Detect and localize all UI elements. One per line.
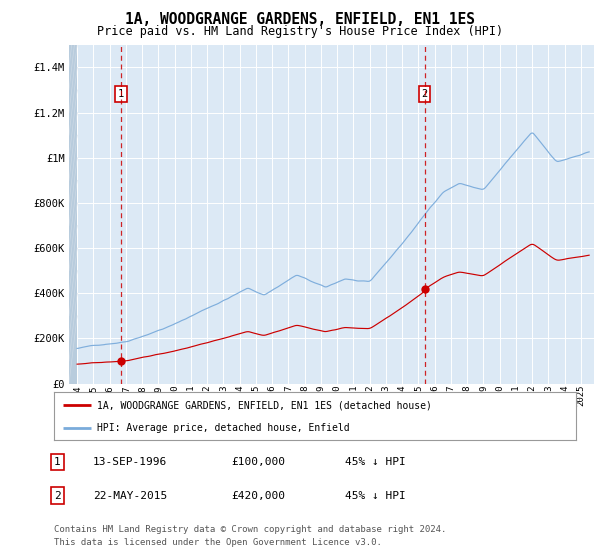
Text: 1: 1 xyxy=(54,457,61,467)
Text: 45% ↓ HPI: 45% ↓ HPI xyxy=(345,457,406,467)
Text: £100,000: £100,000 xyxy=(231,457,285,467)
Text: 13-SEP-1996: 13-SEP-1996 xyxy=(93,457,167,467)
Text: £420,000: £420,000 xyxy=(231,491,285,501)
Text: 1A, WOODGRANGE GARDENS, ENFIELD, EN1 1ES (detached house): 1A, WOODGRANGE GARDENS, ENFIELD, EN1 1ES… xyxy=(97,400,431,410)
Text: 2: 2 xyxy=(54,491,61,501)
Bar xyxy=(69,45,77,384)
Text: 22-MAY-2015: 22-MAY-2015 xyxy=(93,491,167,501)
Text: HPI: Average price, detached house, Enfield: HPI: Average price, detached house, Enfi… xyxy=(97,423,349,433)
Text: This data is licensed under the Open Government Licence v3.0.: This data is licensed under the Open Gov… xyxy=(54,538,382,547)
Text: 1: 1 xyxy=(118,89,124,99)
Text: 45% ↓ HPI: 45% ↓ HPI xyxy=(345,491,406,501)
Text: 2: 2 xyxy=(422,89,428,99)
Text: 1A, WOODGRANGE GARDENS, ENFIELD, EN1 1ES: 1A, WOODGRANGE GARDENS, ENFIELD, EN1 1ES xyxy=(125,12,475,27)
Text: Contains HM Land Registry data © Crown copyright and database right 2024.: Contains HM Land Registry data © Crown c… xyxy=(54,525,446,534)
Text: Price paid vs. HM Land Registry's House Price Index (HPI): Price paid vs. HM Land Registry's House … xyxy=(97,25,503,38)
